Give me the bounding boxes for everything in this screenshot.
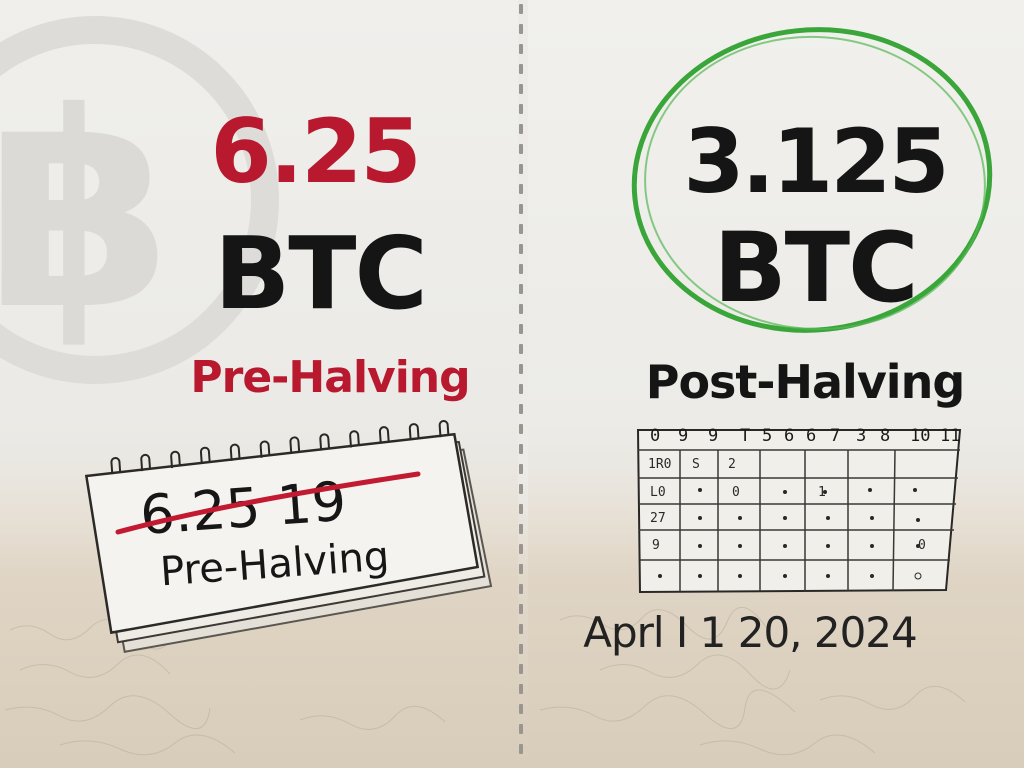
calendar-header-number: 3 [856,426,867,446]
calendar-header-number: 6 [806,426,817,446]
calendar-header-number: 7 [830,426,841,446]
calendar-header-number: T [740,426,751,446]
calendar-cell-number: 0 [732,485,740,500]
calendar-cell-number: S [692,457,700,472]
calendar-header-number: 8 [880,426,891,446]
post-halving-reward-amount: 3.125 [683,110,949,213]
svg-text:฿: ฿ [0,54,173,369]
calendar-header-number: 9 [708,426,719,446]
calendar-header-number: 10 [910,426,931,446]
pre-halving-reward-amount: 6.25 [210,100,421,203]
calendar-header-number: 6 [784,426,795,446]
calendar-cell-number: 9 [652,538,660,553]
calendar-cell-number: L0 [650,485,666,500]
calendar-header-number: 9 [678,426,689,446]
calendar-cell-number: 2 [728,457,736,472]
calendar-header-number: 11 [940,426,961,446]
calendar-cell-number: 27 [650,511,666,526]
calendar-cell-number: 1 [818,485,826,500]
calendar-header-number: 5 [762,426,773,446]
calendar-cell-number: 1R0 [648,457,672,472]
post-halving-unit: BTC [713,212,918,324]
halving-date: Aprl I 1 20, 2024 [583,608,918,657]
pre-halving-unit: BTC [214,215,428,332]
post-halving-label: Post-Halving [645,355,966,409]
calendar-cell-number: 0 [918,538,926,553]
calendar-header-number: 0 [650,426,661,446]
pre-halving-label: Pre-Halving [190,352,470,403]
